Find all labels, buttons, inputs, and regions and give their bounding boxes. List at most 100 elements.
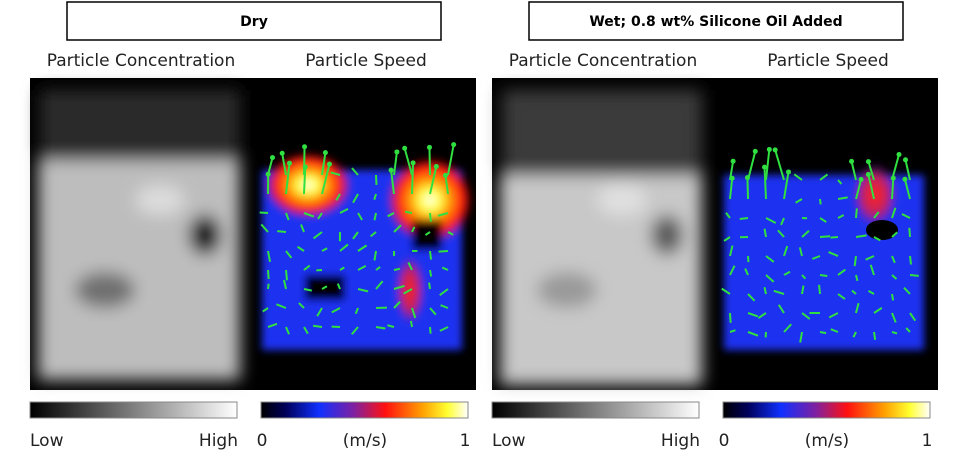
velocity-arrow <box>300 224 305 233</box>
arrow-head <box>772 147 778 153</box>
velocity-arrow <box>375 280 384 290</box>
velocity-arrow <box>393 300 401 309</box>
velocity-arrow <box>312 324 323 328</box>
velocity-arrow <box>830 236 839 239</box>
image-label: Particle Speed <box>767 51 889 71</box>
velocity-arrow <box>783 323 793 333</box>
velocity-arrow <box>891 274 898 280</box>
velocity-arrow <box>429 326 432 334</box>
panel-title: Wet; 0.8 wt% Silicone Oil Added <box>589 14 842 30</box>
colorbar-label: 0 <box>257 431 268 451</box>
velocity-arrow <box>373 193 377 200</box>
feature <box>75 272 135 308</box>
velocity-arrow <box>909 255 912 265</box>
velocity-arrow <box>903 286 911 295</box>
velocity-arrow <box>404 210 413 214</box>
velocity-arrow <box>783 270 791 276</box>
arrow-head <box>752 148 758 154</box>
arrow-head <box>322 150 328 156</box>
velocity-arrow <box>867 161 875 181</box>
velocity-arrow <box>725 212 731 219</box>
speed-colorbar <box>260 401 469 419</box>
panel: Wet; 0.8 wt% Silicone Oil Added Particle … <box>491 1 938 451</box>
arrow-head <box>426 144 432 150</box>
velocity-arrow <box>747 151 757 181</box>
velocity-arrow <box>393 151 398 176</box>
fast-region <box>388 158 472 242</box>
velocity-arrow <box>865 255 875 261</box>
velocity-arrow <box>429 212 432 222</box>
speed-colorbar <box>722 401 931 419</box>
velocity-arrow <box>439 288 449 296</box>
velocity-arrow <box>387 212 395 218</box>
velocity-arrow <box>746 177 749 200</box>
velocity-arrow <box>267 322 278 328</box>
fast-region <box>266 153 350 217</box>
velocity-arrow <box>336 283 341 290</box>
velocity-arrow <box>891 231 898 238</box>
velocity-arrow <box>777 304 785 314</box>
velocity-arrow <box>765 217 777 224</box>
velocity-arrow <box>793 173 803 181</box>
speed-field <box>724 163 924 350</box>
velocity-arrow <box>439 326 449 332</box>
velocity-arrow <box>447 144 455 176</box>
velocity-arrow <box>828 251 839 257</box>
velocity-arrow <box>855 302 860 314</box>
velocity-arrow <box>354 307 359 315</box>
image-label: Particle Concentration <box>509 51 697 71</box>
feature <box>597 185 647 215</box>
velocity-arrow <box>905 327 911 333</box>
arrow-head <box>265 171 271 177</box>
colorbar-label: High <box>661 431 700 451</box>
title-box <box>528 1 904 41</box>
velocity-arrow <box>837 293 846 300</box>
velocity-arrow <box>891 293 895 301</box>
velocity-arrow <box>909 274 919 277</box>
concentration-colorbar <box>491 401 700 419</box>
velocity-arrow <box>818 284 821 295</box>
velocity-arrow <box>321 163 331 195</box>
velocity-arrow <box>339 243 349 252</box>
velocity-arrow <box>260 223 269 233</box>
velocity-arrow <box>407 261 413 271</box>
speed-image <box>259 142 472 350</box>
arrow-head <box>762 164 768 170</box>
velocity-arrow <box>837 214 845 219</box>
velocity-arrow <box>321 285 328 290</box>
colorbar-label: 1 <box>460 431 471 451</box>
velocity-arrow <box>303 288 313 292</box>
velocity-arrow <box>447 231 454 236</box>
velocity-arrow <box>441 266 449 271</box>
velocity-arrow <box>277 230 287 233</box>
arrow-head <box>433 164 439 170</box>
velocity-arrow <box>744 268 749 276</box>
arrow-head <box>302 144 308 150</box>
arrow-head <box>865 159 871 165</box>
velocity-arrow <box>411 162 415 195</box>
arrow-head <box>858 177 864 183</box>
velocity-arrow <box>819 274 828 277</box>
velocity-arrow <box>267 250 272 262</box>
velocity-arrow <box>411 307 417 319</box>
velocity-arrow <box>390 170 395 195</box>
velocity-arrow <box>830 328 839 333</box>
arrow-head <box>269 155 275 161</box>
velocity-arrow <box>437 212 449 217</box>
velocity-arrow <box>819 217 827 223</box>
arrow-head <box>302 164 308 170</box>
velocity-arrow <box>351 167 359 176</box>
velocity-arrow <box>352 193 359 204</box>
velocity-arrow <box>729 265 736 276</box>
colorbar-label: (m/s) <box>805 431 849 451</box>
velocity-arrow <box>339 207 349 214</box>
velocity-arrow <box>403 288 413 295</box>
arrow-head <box>442 172 448 178</box>
velocity-arrow <box>373 250 377 261</box>
velocity-arrow <box>357 264 367 271</box>
velocity-arrow <box>783 245 789 257</box>
velocity-arrow <box>801 285 805 295</box>
velocity-arrow <box>852 331 857 338</box>
velocity-arrow <box>729 312 732 323</box>
velocity-arrow <box>438 250 449 253</box>
